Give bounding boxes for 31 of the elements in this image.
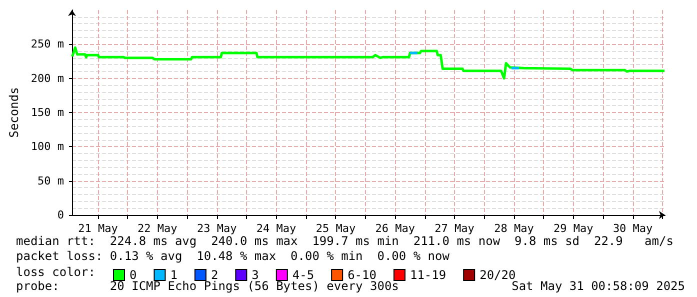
legend-label: 6-10 (348, 268, 376, 282)
legend-label: 3 (252, 268, 259, 282)
legend-title: loss color: (16, 265, 96, 279)
x-tick-label: 27 May (434, 222, 475, 235)
legend-label: 4-5 (292, 268, 314, 282)
y-tick-label: 250 m (30, 38, 64, 51)
text: Sat May 31 00:58:09 2025 (512, 279, 685, 293)
y-axis-title: Seconds (7, 87, 21, 138)
x-tick-label: 30 May (612, 222, 654, 235)
x-tick-label: 26 May (375, 222, 416, 235)
legend-label: 11-19 (410, 268, 446, 282)
legend-label: 1 (170, 268, 178, 282)
y-tick-label: 0 (57, 208, 64, 222)
x-tick-label: 24 May (256, 222, 297, 235)
y-tick-label: 100 m (30, 140, 64, 154)
x-tick-label: 29 May (554, 222, 594, 235)
y-tick-label: 50 m (38, 174, 64, 188)
y-tick-label: 200 m (30, 72, 64, 85)
text: median rtt: 224.8 ms avg 240.0 ms max 199.7 ms min 211.0 ms now 9.8 ms sd 22.9 am/s (16, 234, 674, 248)
x-tick-label: 28 May (494, 222, 534, 235)
x-tick-label: 22 May (138, 222, 178, 235)
legend-label: 20/20 (480, 268, 516, 282)
x-tick-label: 23 May (196, 222, 238, 235)
legend-label: 0 (130, 268, 137, 282)
x-tick-label: 25 May (316, 222, 356, 235)
text: probe: 20 ICMP Echo Pings (56 Bytes) every 300s (16, 279, 399, 293)
line-series (71, 46, 666, 80)
legend-label: 2 (210, 268, 218, 282)
x-tick-label: 21 May (78, 222, 118, 235)
y-tick-label: 150 m (30, 106, 64, 119)
text: packet loss: 0.13 % avg 10.48 % max 0.00 % min 0.00 % now (16, 249, 450, 263)
